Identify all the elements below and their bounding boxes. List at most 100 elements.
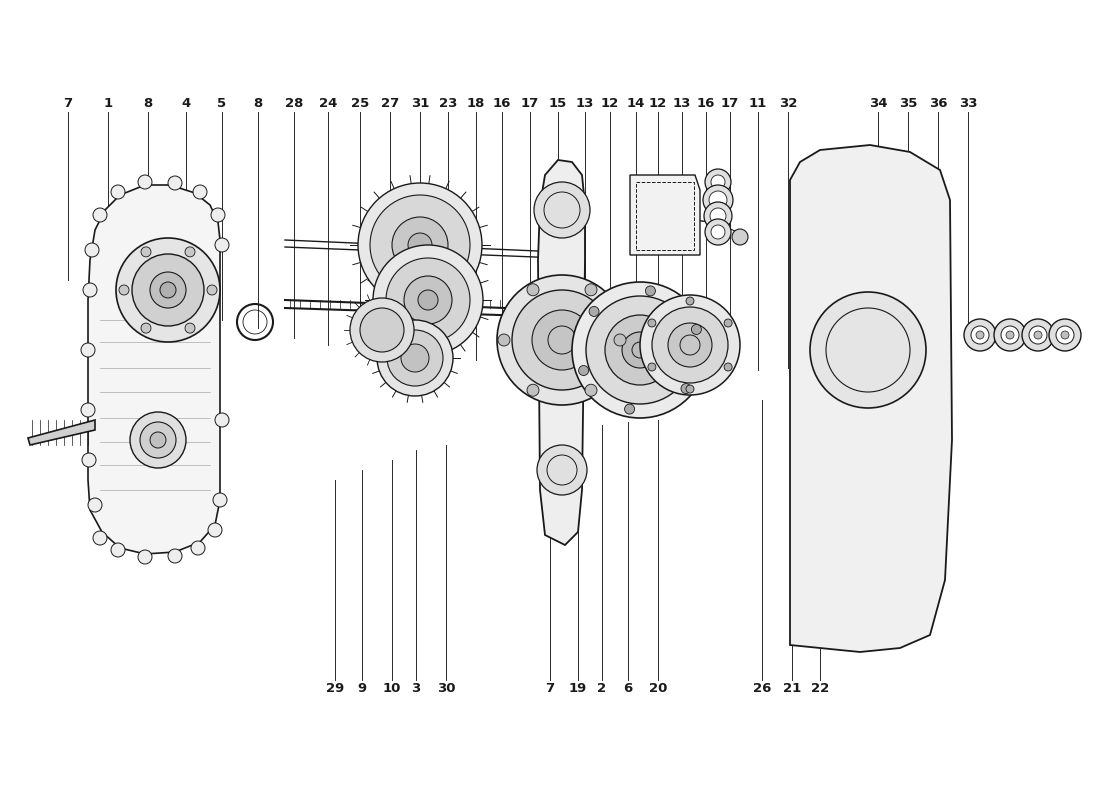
Circle shape — [132, 254, 204, 326]
Circle shape — [214, 238, 229, 252]
Circle shape — [704, 202, 732, 230]
Circle shape — [652, 307, 728, 383]
Text: 7: 7 — [546, 682, 554, 695]
Text: 26: 26 — [752, 682, 771, 695]
Circle shape — [1062, 331, 1069, 339]
Text: 10: 10 — [383, 682, 402, 695]
Circle shape — [408, 233, 432, 257]
Circle shape — [402, 344, 429, 372]
Circle shape — [1028, 326, 1047, 344]
Circle shape — [191, 541, 205, 555]
Text: 7: 7 — [64, 97, 73, 110]
Circle shape — [160, 282, 176, 298]
Circle shape — [810, 292, 926, 408]
Circle shape — [94, 208, 107, 222]
Text: 8: 8 — [143, 97, 153, 110]
Circle shape — [360, 308, 404, 352]
Circle shape — [703, 185, 733, 215]
Text: 27: 27 — [381, 97, 399, 110]
Polygon shape — [538, 160, 585, 545]
Circle shape — [130, 412, 186, 468]
Circle shape — [377, 320, 453, 396]
Circle shape — [640, 295, 740, 395]
Text: 30: 30 — [437, 682, 455, 695]
Circle shape — [213, 493, 227, 507]
Circle shape — [705, 219, 732, 245]
Text: 23: 23 — [439, 97, 458, 110]
Circle shape — [387, 330, 443, 386]
Circle shape — [621, 332, 658, 368]
Text: 36: 36 — [928, 97, 947, 110]
Circle shape — [418, 290, 438, 310]
Circle shape — [116, 238, 220, 342]
Circle shape — [686, 297, 694, 305]
Circle shape — [141, 247, 151, 257]
Circle shape — [724, 363, 733, 371]
Text: 35: 35 — [899, 97, 917, 110]
Circle shape — [971, 326, 989, 344]
Circle shape — [994, 319, 1026, 351]
Circle shape — [527, 384, 539, 396]
Circle shape — [1001, 326, 1019, 344]
Circle shape — [211, 208, 226, 222]
Circle shape — [208, 523, 222, 537]
Text: 17: 17 — [521, 97, 539, 110]
Text: 5: 5 — [218, 97, 227, 110]
Polygon shape — [790, 145, 952, 652]
Text: 13: 13 — [575, 97, 594, 110]
Text: 25: 25 — [351, 97, 370, 110]
Circle shape — [497, 275, 627, 405]
Circle shape — [168, 549, 182, 563]
Circle shape — [1034, 331, 1042, 339]
Circle shape — [168, 176, 182, 190]
Circle shape — [512, 290, 612, 390]
Circle shape — [681, 383, 691, 394]
Circle shape — [686, 385, 694, 393]
Circle shape — [964, 319, 996, 351]
Circle shape — [585, 284, 597, 296]
Circle shape — [668, 323, 712, 367]
Circle shape — [705, 169, 732, 195]
Bar — [636, 182, 694, 250]
Circle shape — [82, 283, 97, 297]
Circle shape — [150, 432, 166, 448]
Circle shape — [150, 272, 186, 308]
Text: 17: 17 — [720, 97, 739, 110]
Circle shape — [119, 285, 129, 295]
Text: 22: 22 — [811, 682, 829, 695]
Circle shape — [648, 319, 656, 327]
Circle shape — [404, 276, 452, 324]
Circle shape — [370, 195, 470, 295]
Circle shape — [214, 413, 229, 427]
Polygon shape — [28, 420, 95, 445]
Text: 11: 11 — [749, 97, 767, 110]
Circle shape — [192, 185, 207, 199]
Circle shape — [111, 543, 125, 557]
Circle shape — [185, 323, 195, 333]
Circle shape — [605, 315, 675, 385]
Circle shape — [81, 343, 95, 357]
Polygon shape — [630, 175, 700, 255]
Text: 8: 8 — [253, 97, 263, 110]
Text: 24: 24 — [319, 97, 338, 110]
Text: 1: 1 — [103, 97, 112, 110]
Circle shape — [646, 286, 656, 296]
Text: 4: 4 — [182, 97, 190, 110]
Text: 29: 29 — [326, 682, 344, 695]
Text: 14: 14 — [627, 97, 646, 110]
Circle shape — [141, 323, 151, 333]
Circle shape — [1022, 319, 1054, 351]
Circle shape — [185, 247, 195, 257]
Circle shape — [586, 296, 694, 404]
Circle shape — [138, 550, 152, 564]
Circle shape — [588, 306, 600, 317]
Circle shape — [82, 453, 96, 467]
Circle shape — [732, 229, 748, 245]
Circle shape — [711, 175, 725, 189]
Circle shape — [648, 363, 656, 371]
Text: 15: 15 — [549, 97, 568, 110]
Text: 13: 13 — [673, 97, 691, 110]
Circle shape — [976, 331, 984, 339]
Circle shape — [81, 403, 95, 417]
Circle shape — [710, 191, 727, 209]
